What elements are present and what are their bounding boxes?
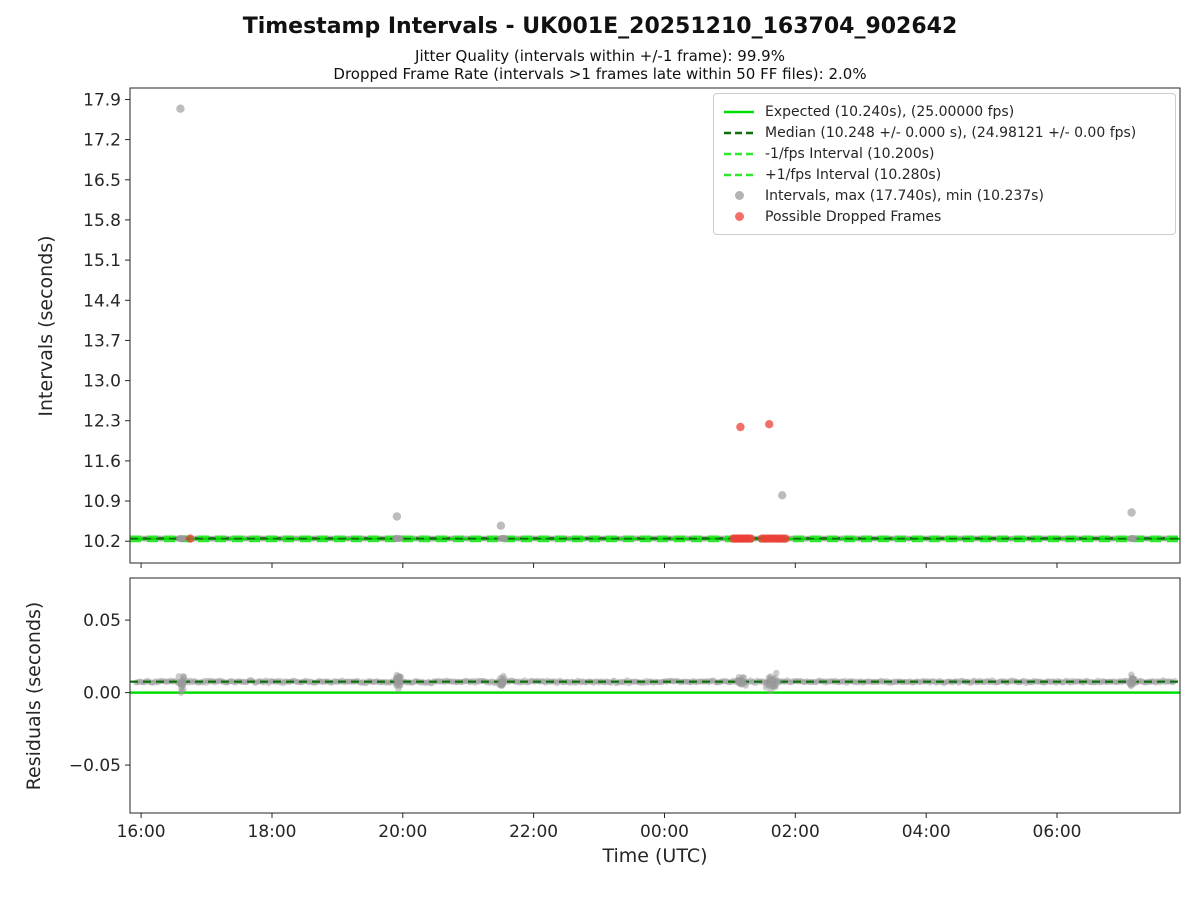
- gray-dot-icon: [722, 191, 756, 200]
- intervals-reference-lines: [130, 535, 1180, 543]
- chart-title: Timestamp Intervals - UK001E_20251210_16…: [242, 14, 958, 39]
- legend-item-label: +1/fps Interval (10.280s): [765, 166, 942, 183]
- y-tick-label: 15.1: [83, 251, 121, 271]
- subtitle-dropped-frame-rate: Dropped Frame Rate (intervals >1 frames …: [333, 65, 867, 83]
- legend-item: Intervals, max (17.740s), min (10.237s): [722, 185, 1167, 206]
- y-tick-label: 17.9: [83, 91, 121, 111]
- intervals-axis-label: Intervals (seconds): [35, 235, 57, 417]
- red-dot-icon: [722, 212, 756, 221]
- solid-line-icon: [722, 107, 756, 117]
- legend-item: -1/fps Interval (10.200s): [722, 143, 1167, 164]
- y-tick-label: 16.5: [83, 171, 121, 191]
- y-tick-label: 12.3: [83, 412, 121, 432]
- dashed-line-icon: [722, 128, 756, 138]
- time-axis-label: Time (UTC): [602, 845, 708, 867]
- intervals-y-ticks: 10.2 10.9 11.6 12.3 13.0 13.7 14.4 15.1 15.8 16.5…: [83, 91, 130, 552]
- residuals-x-ticks: 16:00 18:00 20:00 22:00 00:00 02:00 04:00 06:00: [117, 813, 1082, 842]
- x-tick-label: 02:00: [771, 822, 820, 842]
- y-tick-label: −0.05: [69, 756, 121, 776]
- dashed-line-icon: [722, 170, 756, 180]
- legend-item: Expected (10.240s), (25.00000 fps): [722, 101, 1167, 122]
- residuals-plot: 16:00 18:00 20:00 22:00 00:00 02:00 04:00 06:00…: [69, 577, 1181, 842]
- intervals-x-ticks: [140, 563, 1058, 568]
- x-tick-label: 16:00: [117, 822, 166, 842]
- y-tick-label: 0.00: [83, 684, 121, 704]
- legend-dot-marker: [734, 191, 744, 200]
- subtitle-jitter-quality: Jitter Quality (intervals within +/-1 fr…: [415, 47, 785, 65]
- legend-line-marker: [724, 152, 754, 155]
- dashed-line-icon: [722, 149, 756, 159]
- x-tick-label: 20:00: [378, 822, 427, 842]
- y-tick-label: 14.4: [83, 291, 121, 311]
- y-tick-label: 11.6: [83, 452, 121, 472]
- legend-item: Possible Dropped Frames: [722, 206, 1167, 227]
- legend: Expected (10.240s), (25.00000 fps) Median…: [713, 93, 1176, 235]
- intervals-dropped-frame-points: [186, 420, 790, 543]
- legend-item-label: -1/fps Interval (10.200s): [765, 145, 935, 162]
- legend-item: +1/fps Interval (10.280s): [722, 164, 1167, 185]
- y-tick-label: 13.7: [83, 331, 121, 351]
- x-tick-label: 04:00: [902, 822, 951, 842]
- y-tick-label: 0.05: [83, 611, 121, 631]
- legend-item-label: Median (10.248 +/- 0.000 s), (24.98121 +…: [765, 124, 1137, 141]
- legend-line-marker: [724, 110, 754, 113]
- x-tick-label: 00:00: [640, 822, 689, 842]
- y-tick-label: 15.8: [83, 211, 121, 231]
- legend-line-marker: [724, 173, 754, 176]
- x-tick-label: 06:00: [1033, 822, 1082, 842]
- legend-item-label: Possible Dropped Frames: [765, 208, 942, 225]
- legend-dot-marker: [734, 212, 744, 221]
- residuals-axis-label: Residuals (seconds): [23, 601, 45, 791]
- legend-line-marker: [724, 131, 754, 134]
- y-tick-label: 10.2: [83, 532, 121, 552]
- y-tick-label: 13.0: [83, 372, 121, 392]
- x-tick-label: 22:00: [509, 822, 558, 842]
- y-tick-label: 17.2: [83, 131, 121, 151]
- residuals-reference-lines: [130, 680, 1180, 694]
- residuals-y-ticks: −0.05 0.00 0.05: [69, 611, 130, 776]
- intervals-outlier-points: [176, 104, 1136, 530]
- residuals-cluster-points: [175, 669, 1138, 696]
- x-tick-label: 18:00: [248, 822, 297, 842]
- legend-item: Median (10.248 +/- 0.000 s), (24.98121 +…: [722, 122, 1167, 143]
- y-tick-label: 10.9: [83, 492, 121, 512]
- legend-item-label: Expected (10.240s), (25.00000 fps): [765, 103, 1015, 120]
- legend-item-label: Intervals, max (17.740s), min (10.237s): [765, 187, 1044, 204]
